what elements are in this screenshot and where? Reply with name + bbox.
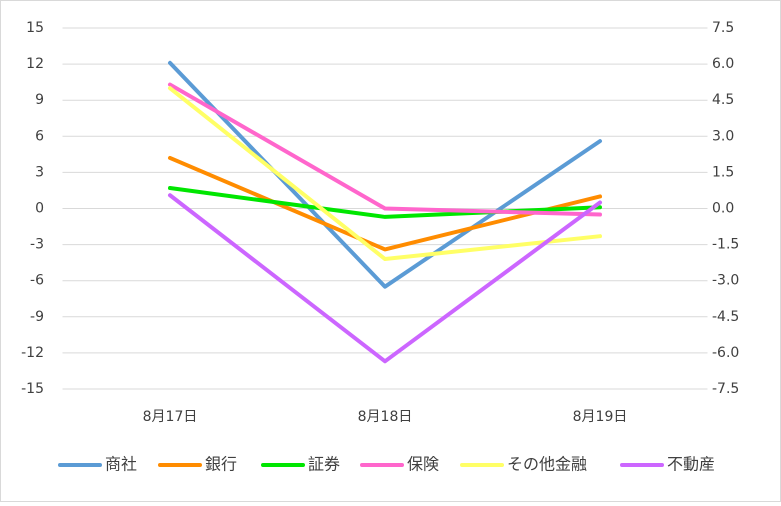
- y-tick-label: -15: [21, 381, 44, 397]
- legend-label: その他金融: [507, 455, 587, 474]
- y-tick-label: 9: [35, 92, 44, 108]
- legend-label: 銀行: [205, 455, 237, 474]
- series-line: [168, 193, 602, 364]
- y2-tick-label: -3.0: [712, 273, 739, 289]
- x-tick-label: 8月19日: [573, 409, 628, 425]
- x-tick-label: 8月17日: [143, 409, 198, 425]
- legend-label: 不動産: [667, 455, 715, 474]
- legend-label: 保険: [407, 455, 439, 474]
- y2-tick-label: 7.5: [712, 20, 734, 36]
- series-line: [168, 60, 602, 289]
- y2-tick-label: -4.5: [712, 309, 739, 325]
- series-line: [168, 86, 602, 262]
- legend-label: 証券: [308, 455, 340, 474]
- y-tick-label: -3: [30, 237, 44, 253]
- series-line: [168, 186, 602, 219]
- y-tick-label: 0: [35, 201, 44, 217]
- y2-tick-label: -7.5: [712, 381, 739, 397]
- y-tick-label: 6: [35, 128, 44, 144]
- y-tick-label: 3: [35, 164, 44, 180]
- y-tick-label: -9: [30, 309, 44, 325]
- y2-tick-label: -6.0: [712, 345, 739, 361]
- y-tick-label: -12: [21, 345, 44, 361]
- y2-tick-label: 4.5: [712, 92, 734, 108]
- y2-tick-label: 0.0: [712, 201, 734, 217]
- y-tick-label: 15: [26, 20, 44, 36]
- y-tick-label: -6: [30, 273, 44, 289]
- x-tick-label: 8月18日: [358, 409, 413, 425]
- series-line: [168, 82, 602, 217]
- y-tick-label: 12: [26, 56, 44, 72]
- y2-tick-label: 1.5: [712, 164, 734, 180]
- y2-tick-label: 6.0: [712, 56, 734, 72]
- y2-tick-label: -1.5: [712, 237, 739, 253]
- legend-label: 商社: [105, 455, 137, 474]
- y2-tick-label: 3.0: [712, 128, 734, 144]
